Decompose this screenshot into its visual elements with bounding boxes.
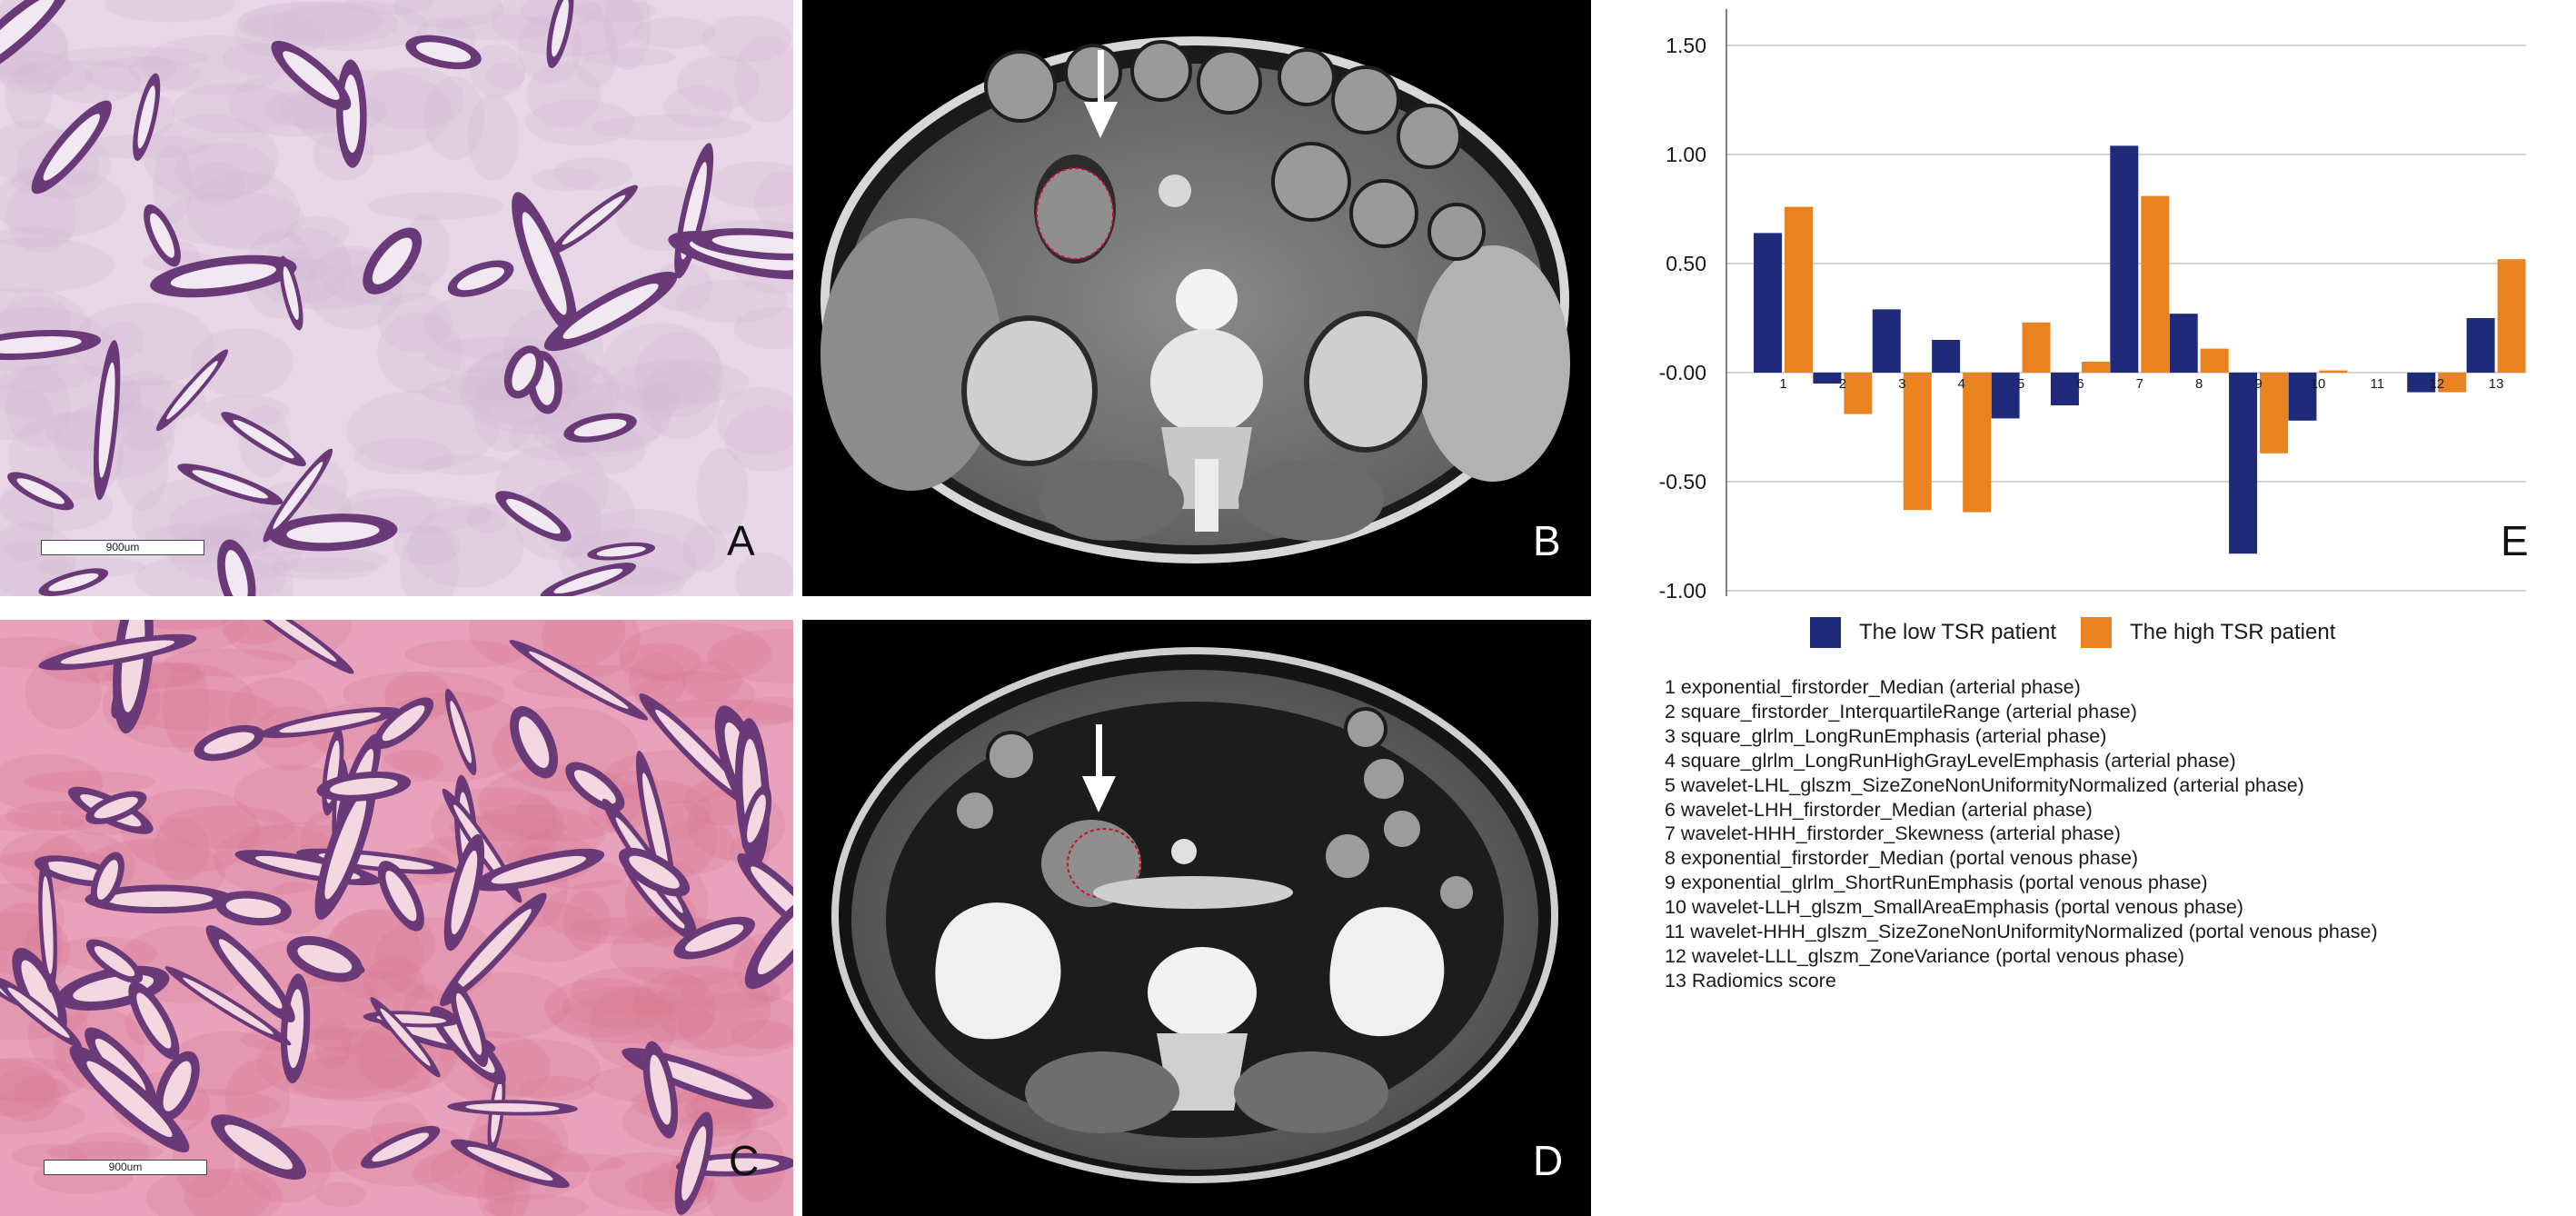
- feature-list-item: 11 wavelet-HHH_glszm_SizeZoneNonUniformi…: [1665, 921, 2378, 943]
- panel-label-a: A: [727, 517, 755, 564]
- y-tick-label: 0.50: [1666, 252, 1706, 275]
- legend-label-high-tsr: The high TSR patient: [2130, 620, 2336, 644]
- y-tick-label: 1.00: [1666, 143, 1706, 166]
- feature-list-item: 8 exponential_firstorder_Median (portal …: [1665, 847, 2139, 870]
- panel-label-e: E: [2501, 517, 2529, 564]
- tumor-outline-b: [1036, 167, 1114, 260]
- x-category-label: 13: [2489, 376, 2504, 392]
- bar-low-tsr: [2169, 314, 2198, 373]
- x-category-label: 9: [2254, 376, 2262, 392]
- bar-low-tsr: [1932, 340, 1961, 373]
- feature-list-item: 12 wavelet-LLL_glszm_ZoneVariance (porta…: [1665, 944, 2185, 967]
- bar-high-tsr: [2260, 373, 2289, 454]
- ct-image-d: [831, 647, 1558, 1183]
- ct-panel-d: D: [802, 620, 1591, 1216]
- bar-low-tsr: [1872, 309, 1901, 373]
- bar-low-tsr: [1754, 233, 1782, 373]
- x-category-label: 4: [1957, 376, 1964, 392]
- chart-bars: [1754, 145, 2526, 554]
- legend-swatch-high-tsr: [2081, 617, 2112, 648]
- panel-label-d: D: [1533, 1137, 1564, 1184]
- histology-panel-c: 900um C: [0, 620, 793, 1216]
- feature-list-item: 2 square_firstorder_InterquartileRange (…: [1665, 700, 2137, 723]
- x-category-label: 6: [2076, 376, 2084, 392]
- bar-low-tsr: [1813, 373, 1842, 384]
- feature-list-item: 10 wavelet-LLH_glszm_SmallAreaEmphasis (…: [1665, 896, 2243, 919]
- legend-swatch-low-tsr: [1810, 617, 1841, 648]
- x-category-label: 5: [2017, 376, 2024, 392]
- feature-list: 1 exponential_firstorder_Median (arteria…: [1665, 675, 2378, 993]
- x-category-label: 3: [1898, 376, 1905, 392]
- down-arrow-icon: [1084, 50, 1118, 138]
- bar-high-tsr: [2141, 195, 2170, 373]
- legend-item-low-tsr: The low TSR patient: [1810, 617, 2056, 648]
- histology-panel-a: 900um A: [0, 0, 793, 596]
- y-tick-label: -0.00: [1659, 361, 1706, 384]
- x-category-label: 7: [2136, 376, 2143, 392]
- bar-high-tsr: [1903, 373, 1932, 511]
- legend-item-high-tsr: The high TSR patient: [2081, 617, 2335, 648]
- x-axis-category-labels: 1 2 3 4 5 6 7 8 9 10 11 12 13: [1779, 376, 2503, 392]
- scale-bar-c: 900um: [44, 1160, 207, 1175]
- bar-high-tsr: [2497, 259, 2526, 373]
- bar-low-tsr: [2110, 145, 2139, 373]
- feature-list-item: 5 wavelet-LHL_glszm_SizeZoneNonUniformit…: [1665, 773, 2304, 796]
- legend-label-low-tsr: The low TSR patient: [1859, 620, 2056, 644]
- x-category-label: 12: [2429, 376, 2444, 392]
- tumor-outline-d: [1067, 828, 1141, 899]
- ct-panel-b: B: [802, 0, 1591, 596]
- chart-panel-e: 1.50 1.00 0.50 -0.00 -0.50 -1.00 1 2 3 4 5 6 7 8 9 10 1…: [1608, 0, 2576, 1216]
- x-category-label: 2: [1839, 376, 1846, 392]
- bar-high-tsr: [2200, 348, 2229, 373]
- bar-high-tsr: [1963, 373, 1992, 513]
- bar-high-tsr: [1785, 206, 1813, 373]
- histology-image-c: [0, 620, 793, 1216]
- x-category-label: 10: [2311, 376, 2326, 392]
- bar-high-tsr: [2438, 373, 2467, 393]
- bar-low-tsr: [2050, 373, 2079, 405]
- scale-bar-a: 900um: [41, 540, 204, 555]
- feature-bar-chart: 1.501.000.50-0.00-0.50-1.00 1 2 3 4 5 6 7 8 9 10 1…: [1659, 9, 2526, 603]
- feature-list-item: 7 wavelet-HHH_firstorder_Skewness (arter…: [1665, 822, 2121, 845]
- bar-high-tsr: [2319, 370, 2348, 373]
- x-category-label: 1: [1779, 376, 1786, 392]
- x-category-label: 8: [2195, 376, 2203, 392]
- y-tick-label: -1.00: [1659, 579, 1706, 603]
- feature-list-item: 4 square_glrlm_LongRunHighGrayLevelEmpha…: [1665, 749, 2236, 772]
- feature-list-item: 1 exponential_firstorder_Median (arteria…: [1665, 676, 2081, 698]
- y-tick-label: -0.50: [1659, 470, 1706, 493]
- bar-high-tsr: [2081, 362, 2110, 373]
- bar-low-tsr: [1991, 373, 2020, 419]
- down-arrow-icon: [1082, 724, 1116, 812]
- feature-list-item: 13 Radiomics score: [1665, 969, 1836, 992]
- bar-high-tsr: [1844, 373, 1873, 414]
- panel-label-c: C: [729, 1137, 760, 1184]
- feature-list-item: 6 wavelet-LHH_firstorder_Median (arteria…: [1665, 798, 2093, 821]
- bar-high-tsr: [2022, 322, 2051, 373]
- y-axis-tick-labels: 1.50 1.00 0.50 -0.00 -0.50 -1.00: [1659, 34, 1706, 603]
- histology-image-a: [0, 0, 793, 596]
- feature-list-item: 9 exponential_glrlm_ShortRunEmphasis (po…: [1665, 872, 2208, 894]
- x-category-label: 11: [2371, 376, 2385, 392]
- bar-low-tsr: [2466, 318, 2495, 373]
- bar-low-tsr: [2229, 373, 2258, 554]
- feature-list-item: 3 square_glrlm_LongRunEmphasis (arterial…: [1665, 724, 2107, 747]
- bar-low-tsr: [2407, 373, 2436, 393]
- ct-image-b: [821, 36, 1570, 563]
- panel-label-b: B: [1533, 517, 1561, 564]
- y-tick-label: 1.50: [1666, 34, 1706, 57]
- bar-low-tsr: [2288, 373, 2317, 421]
